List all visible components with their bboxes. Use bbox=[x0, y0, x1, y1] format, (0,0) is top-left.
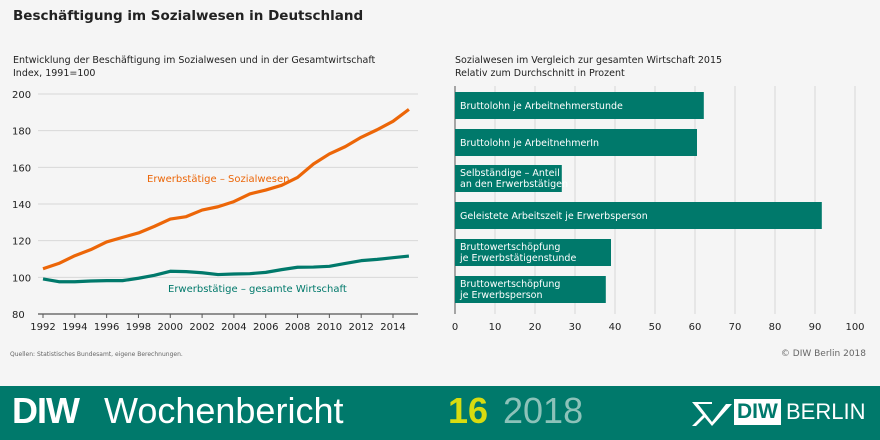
y-tick-label: 160 bbox=[12, 163, 31, 174]
bar-label: Bruttowertschöpfung bbox=[460, 279, 560, 290]
bar-label: Bruttowertschöpfung bbox=[460, 242, 560, 253]
bar-chart-subtitle: Relativ zum Durchschnitt in Prozent bbox=[455, 68, 625, 79]
bar-label: Bruttolohn je Arbeitnehmerstunde bbox=[460, 101, 623, 112]
bar bbox=[455, 92, 704, 119]
line-chart-title: Entwicklung der Beschäftigung im Sozialw… bbox=[13, 55, 376, 66]
x-tick-label: 2002 bbox=[189, 322, 214, 333]
issue-year: 2018 bbox=[503, 390, 584, 431]
x-tick-label: 0 bbox=[452, 322, 458, 333]
source-note: Quellen: Statistisches Bundesamt, eigene… bbox=[10, 351, 183, 358]
y-tick-label: 180 bbox=[12, 127, 31, 138]
brand-bold: DIW bbox=[12, 390, 80, 431]
series-label-gesamtwirtschaft: Erwerbstätige – gesamte Wirtschaft bbox=[168, 284, 347, 295]
logo-berlin: BERLIN bbox=[786, 399, 866, 424]
x-tick-label: 2012 bbox=[348, 322, 373, 333]
x-tick-label: 2006 bbox=[253, 322, 278, 333]
x-tick-label: 1992 bbox=[30, 322, 55, 333]
x-tick-label: 100 bbox=[845, 322, 864, 333]
brand-light: Wochenbericht bbox=[104, 390, 344, 431]
bar-label: Selbständige – Anteil bbox=[460, 168, 560, 179]
x-tick-label: 2004 bbox=[221, 322, 246, 333]
bar bbox=[455, 239, 611, 266]
bar-label: Geleistete Arbeitszeit je Erwerbsperson bbox=[460, 211, 648, 222]
bar bbox=[455, 276, 606, 303]
x-tick-label: 50 bbox=[649, 322, 662, 333]
y-tick-label: 80 bbox=[12, 310, 25, 321]
bar-label: an den Erwerbstätigen bbox=[460, 179, 568, 190]
x-tick-label: 1998 bbox=[126, 322, 151, 333]
logo-diw: DIW bbox=[734, 399, 781, 425]
x-tick-label: 40 bbox=[609, 322, 622, 333]
page-title: Beschäftigung im Sozialwesen in Deutschl… bbox=[13, 8, 364, 24]
series-line-gesamtwirtschaft bbox=[42, 254, 410, 284]
x-tick-label: 2000 bbox=[158, 322, 183, 333]
y-tick-label: 100 bbox=[12, 273, 31, 284]
series-label-sozialwesen: Erwerbstätige – Sozialwesen bbox=[147, 174, 289, 185]
x-tick-label: 1996 bbox=[94, 322, 119, 333]
bar-chart-title: Sozialwesen im Vergleich zur gesamten Wi… bbox=[455, 55, 723, 66]
x-tick-label: 90 bbox=[809, 322, 822, 333]
x-tick-label: 2008 bbox=[285, 322, 310, 333]
x-tick-label: 60 bbox=[689, 322, 702, 333]
footer-banner: DIW Wochenbericht 16 2018 DIW BERLIN bbox=[0, 386, 880, 440]
issue-number: 16 bbox=[448, 390, 489, 431]
x-tick-label: 20 bbox=[529, 322, 542, 333]
x-tick-label: 10 bbox=[489, 322, 502, 333]
bar bbox=[455, 202, 822, 229]
y-tick-label: 200 bbox=[12, 90, 31, 101]
x-tick-label: 2014 bbox=[380, 322, 405, 333]
diw-logo-icon bbox=[692, 402, 732, 426]
bar bbox=[455, 165, 562, 192]
series-line-sozialwesen bbox=[42, 108, 410, 271]
bar-label: je Erwerbstätigenstunde bbox=[459, 253, 576, 264]
bar-label: Bruttolohn je ArbeitnehmerIn bbox=[460, 138, 599, 149]
copyright: © DIW Berlin 2018 bbox=[780, 349, 866, 359]
bar-label: je Erwerbsperson bbox=[459, 290, 542, 301]
x-tick-label: 70 bbox=[729, 322, 742, 333]
line-chart-subtitle: Index, 1991=100 bbox=[13, 68, 96, 79]
x-tick-label: 80 bbox=[769, 322, 782, 333]
y-tick-label: 120 bbox=[12, 237, 31, 248]
x-tick-label: 2010 bbox=[317, 322, 342, 333]
x-tick-label: 1994 bbox=[62, 322, 87, 333]
x-tick-label: 30 bbox=[569, 322, 582, 333]
bar bbox=[455, 129, 697, 156]
y-tick-label: 140 bbox=[12, 200, 31, 211]
